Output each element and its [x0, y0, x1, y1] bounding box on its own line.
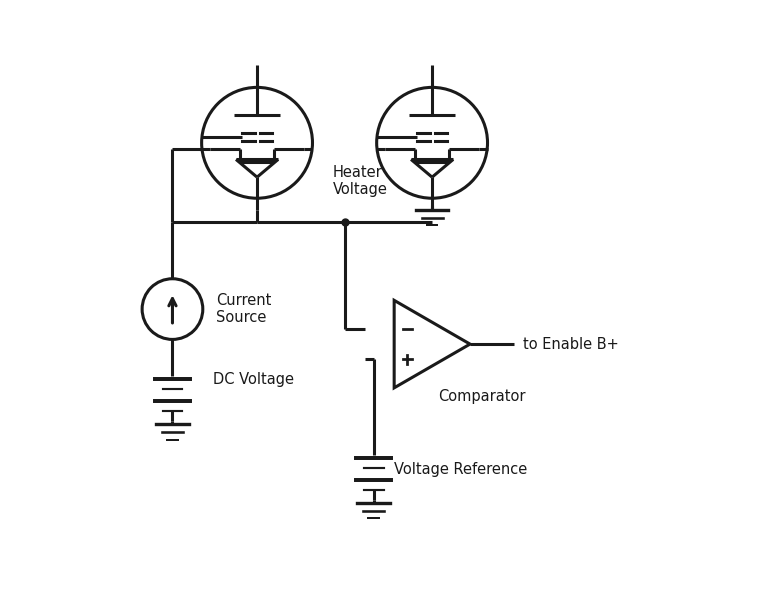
Text: DC Voltage: DC Voltage: [213, 372, 295, 386]
Text: Comparator: Comparator: [438, 389, 526, 404]
Text: Voltage Reference: Voltage Reference: [394, 462, 527, 477]
Text: Current
Source: Current Source: [216, 293, 272, 325]
Text: to Enable B+: to Enable B+: [522, 336, 618, 352]
Text: Heater
Voltage: Heater Voltage: [333, 164, 388, 197]
